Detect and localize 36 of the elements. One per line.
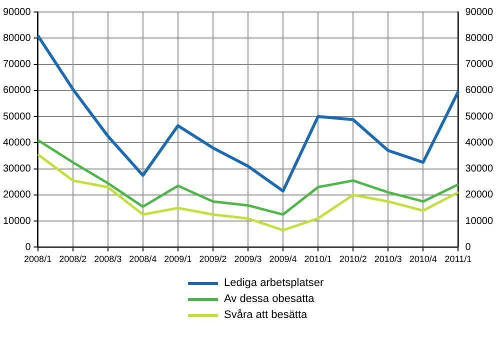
x-tick-label: 2008/3 bbox=[94, 254, 122, 264]
y2-tick-label: 90000 bbox=[465, 6, 494, 18]
x-tick-label: 2009/1 bbox=[164, 254, 192, 264]
y2-tick-label: 0 bbox=[465, 242, 472, 253]
y2-tick-label: 20000 bbox=[465, 190, 494, 201]
y2-tick-label: 80000 bbox=[465, 32, 494, 44]
x-tick-label: 2009/4 bbox=[269, 254, 297, 264]
y2-tick-label: 40000 bbox=[465, 137, 494, 148]
x-tick-label: 2009/3 bbox=[234, 254, 262, 264]
y-tick-label: 0 bbox=[25, 242, 32, 253]
y-tick-label: 80000 bbox=[2, 32, 32, 44]
y-tick-label: 70000 bbox=[2, 59, 32, 70]
y-tick-label: 20000 bbox=[2, 190, 32, 201]
y-tick-label: 40000 bbox=[2, 137, 32, 148]
y2-tick-label: 30000 bbox=[465, 164, 494, 175]
x-tick-label: 2010/4 bbox=[409, 254, 437, 264]
x-tick-label: 2011/1 bbox=[444, 254, 472, 264]
y-tick-label: 60000 bbox=[2, 85, 32, 96]
x-tick-label: 2009/2 bbox=[199, 254, 227, 264]
y-tick-label: 10000 bbox=[2, 216, 32, 227]
legend-label: Svåra att besätta bbox=[224, 308, 308, 322]
x-tick-label: 2010/2 bbox=[339, 254, 367, 264]
y2-tick-label: 50000 bbox=[465, 111, 494, 122]
legend-label: Av dessa obesatta bbox=[224, 292, 314, 306]
x-tick-label: 2010/3 bbox=[374, 254, 402, 264]
x-tick-label: 2008/2 bbox=[59, 254, 87, 264]
x-tick-label: 2010/1 bbox=[304, 254, 332, 264]
y2-tick-label: 60000 bbox=[465, 85, 494, 96]
y-tick-label: 30000 bbox=[2, 164, 32, 175]
y-tick-label: 90000 bbox=[2, 6, 32, 18]
y-tick-label: 50000 bbox=[2, 111, 32, 122]
x-tick-label: 2008/4 bbox=[129, 254, 157, 264]
y2-tick-label: 70000 bbox=[465, 59, 494, 70]
legend-label: Lediga arbetsplatser bbox=[224, 276, 324, 290]
x-tick-label: 2008/1 bbox=[24, 254, 52, 264]
y2-tick-label: 10000 bbox=[465, 216, 494, 227]
